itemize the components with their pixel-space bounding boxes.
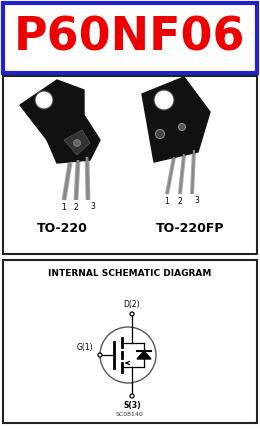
Polygon shape xyxy=(47,115,100,163)
Circle shape xyxy=(130,312,134,316)
Text: 2: 2 xyxy=(178,197,182,206)
Text: S(3): S(3) xyxy=(123,401,141,410)
FancyBboxPatch shape xyxy=(3,76,257,254)
Circle shape xyxy=(130,394,134,398)
Text: 3: 3 xyxy=(194,196,199,205)
Circle shape xyxy=(98,353,102,357)
Text: TO-220FP: TO-220FP xyxy=(156,222,224,235)
Polygon shape xyxy=(20,80,84,140)
Text: P60NF06: P60NF06 xyxy=(14,15,246,60)
Circle shape xyxy=(155,130,165,139)
Circle shape xyxy=(35,91,53,109)
Polygon shape xyxy=(64,130,90,155)
Text: 2: 2 xyxy=(74,203,78,212)
Circle shape xyxy=(154,90,174,110)
Polygon shape xyxy=(137,351,151,359)
Text: G(1): G(1) xyxy=(76,343,93,352)
Circle shape xyxy=(100,327,156,383)
Circle shape xyxy=(179,124,185,130)
Text: INTERNAL SCHEMATIC DIAGRAM: INTERNAL SCHEMATIC DIAGRAM xyxy=(48,269,212,278)
Text: TO-220: TO-220 xyxy=(37,222,87,235)
Text: 1: 1 xyxy=(62,203,66,212)
Text: SC08140: SC08140 xyxy=(116,413,144,417)
Circle shape xyxy=(74,139,81,146)
Text: D(2): D(2) xyxy=(124,300,140,309)
Polygon shape xyxy=(142,77,210,162)
Text: 1: 1 xyxy=(165,197,169,206)
FancyBboxPatch shape xyxy=(3,260,257,423)
Text: 3: 3 xyxy=(90,202,95,211)
FancyBboxPatch shape xyxy=(3,3,257,73)
